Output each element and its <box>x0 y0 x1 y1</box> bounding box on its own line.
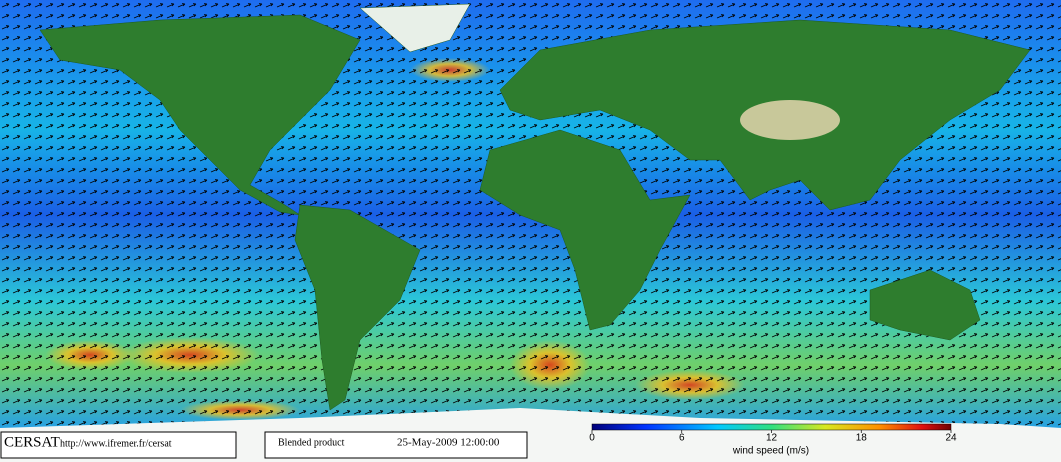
product: Blended product <box>278 437 345 448</box>
colorbar-tick-label: 0 <box>589 433 595 444</box>
logo-box: CERSAT http://www.ifremer.fr/cersat <box>0 431 237 459</box>
colorbar-tick-label: 6 <box>679 433 685 444</box>
date: 25-May-2009 12:00:00 <box>397 437 500 449</box>
colorbar-label: wind speed (m/s) <box>732 446 809 457</box>
colorbar-tick-label: 24 <box>945 433 957 444</box>
colorbar-tick-label: 12 <box>766 433 778 444</box>
colorbar-tick-label: 18 <box>856 433 868 444</box>
continents <box>39 3 1031 411</box>
product-box: Blended product 25-May-2009 12:00:00 <box>264 431 528 459</box>
logo: CERSAT <box>4 434 60 450</box>
colorbar <box>591 423 952 431</box>
url: http://www.ifremer.fr/cersat <box>60 438 172 449</box>
